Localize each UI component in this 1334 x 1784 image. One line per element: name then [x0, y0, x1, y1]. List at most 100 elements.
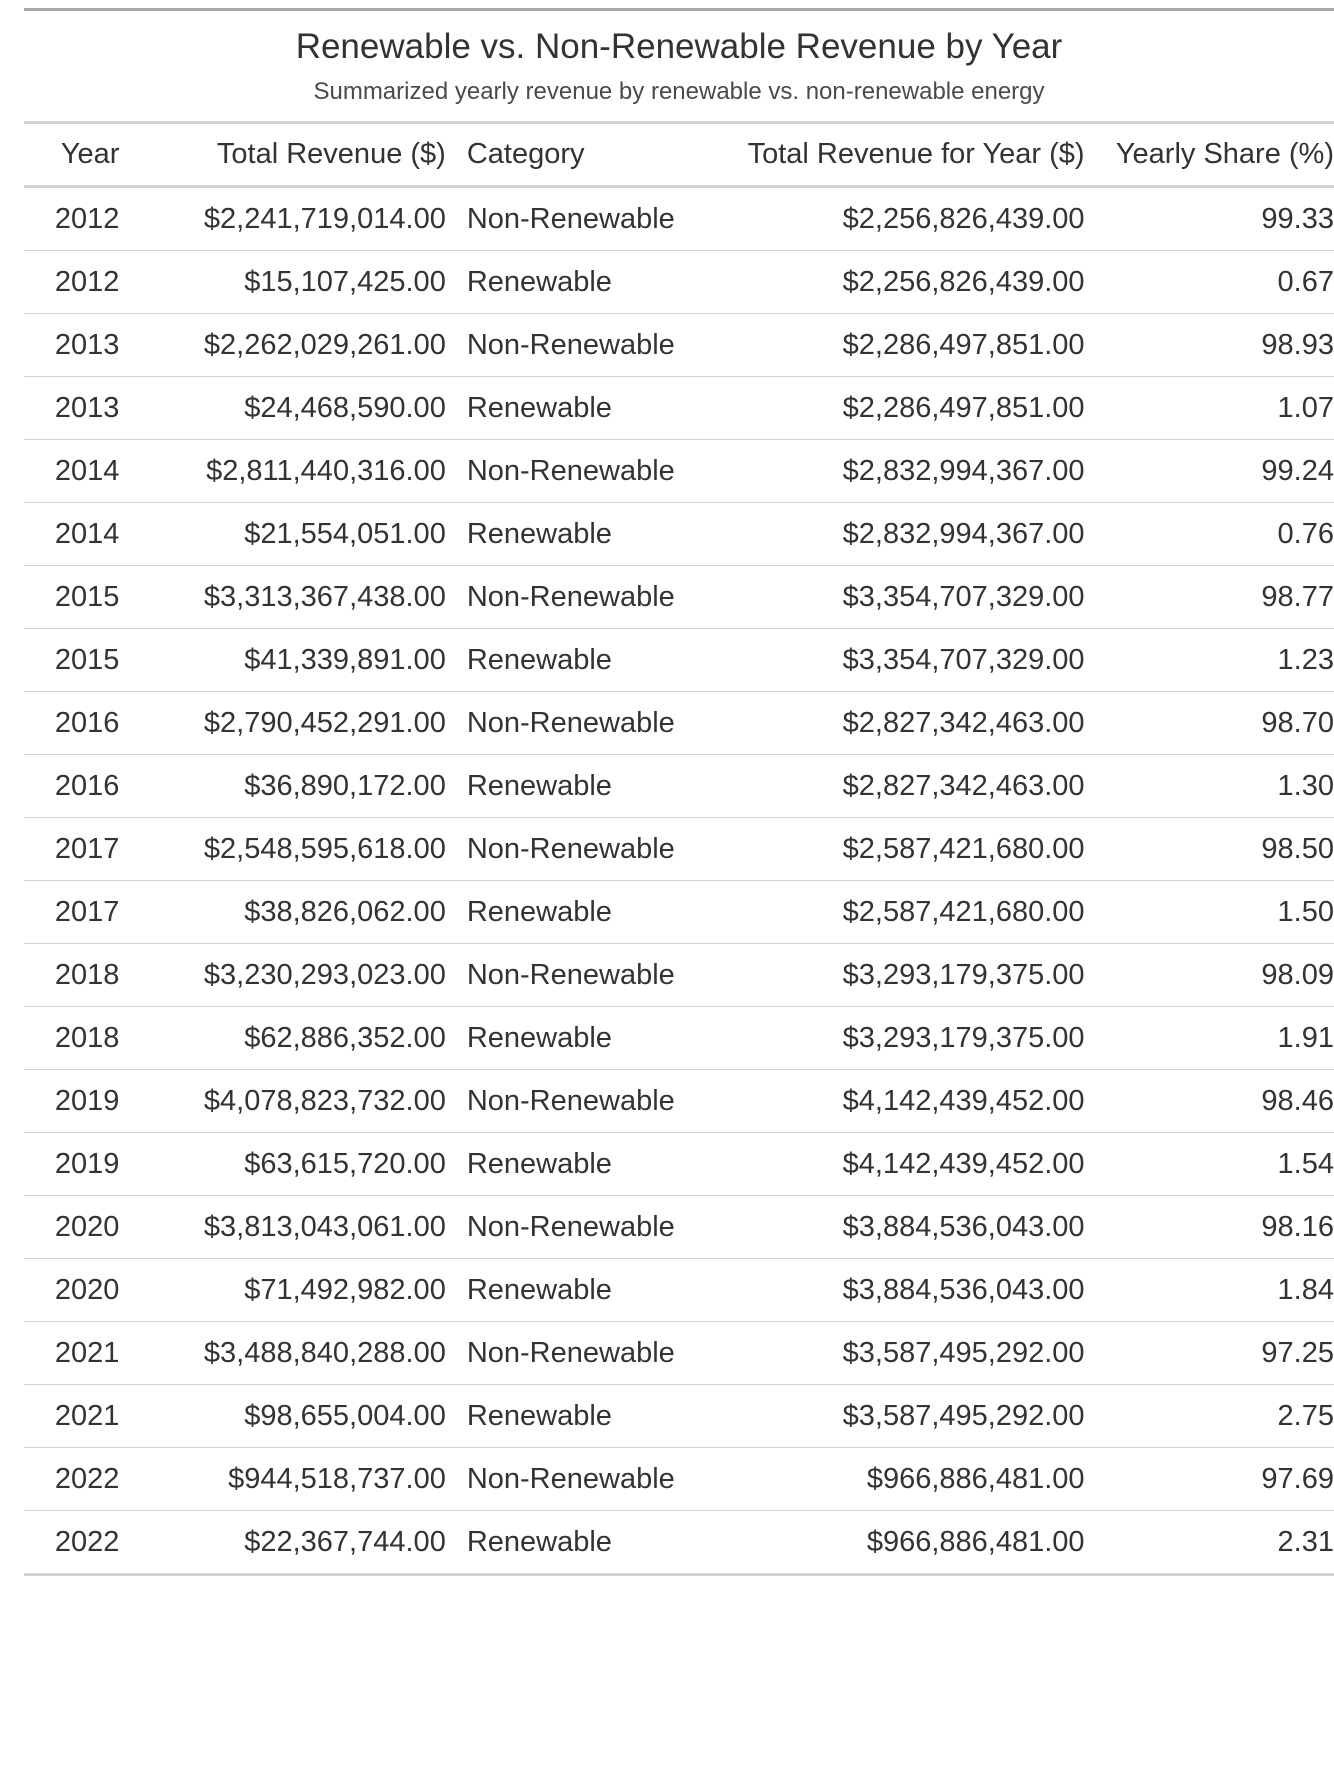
table-row: 2018 $3,230,293,023.00 Non-Renewable $3,293… — [24, 943, 1334, 1007]
cell-total-revenue-for-year: $2,827,342,463.00 — [734, 691, 1085, 755]
cell-total-revenue: $63,615,720.00 — [119, 1132, 446, 1196]
table-body: 2012 $2,241,719,014.00 Non-Renewable $2,256… — [24, 186, 1334, 1576]
cell-category: Renewable — [445, 1510, 735, 1576]
cell-total-revenue: $22,367,744.00 — [119, 1510, 446, 1576]
cell-total-revenue: $36,890,172.00 — [119, 754, 446, 818]
cell-yearly-share: 98.70 — [1084, 691, 1334, 755]
cell-category: Non-Renewable — [445, 565, 735, 629]
cell-total-revenue: $2,262,029,261.00 — [119, 313, 446, 377]
cell-year: 2022 — [24, 1510, 120, 1576]
cell-yearly-share: 99.33 — [1084, 186, 1334, 251]
cell-category: Renewable — [445, 1006, 735, 1070]
cell-yearly-share: 1.50 — [1084, 880, 1334, 944]
cell-total-revenue-for-year: $3,354,707,329.00 — [734, 628, 1085, 692]
top-rule — [24, 8, 1334, 11]
cell-total-revenue: $2,241,719,014.00 — [119, 186, 446, 251]
table-row: 2017 $38,826,062.00 Renewable $2,587,421,68… — [24, 880, 1334, 944]
table-row: 2017 $2,548,595,618.00 Non-Renewable $2,587… — [24, 817, 1334, 881]
cell-total-revenue: $3,230,293,023.00 — [119, 943, 446, 1007]
table-row: 2013 $24,468,590.00 Renewable $2,286,497,85… — [24, 376, 1334, 440]
cell-category: Renewable — [445, 1132, 735, 1196]
cell-yearly-share: 98.46 — [1084, 1069, 1334, 1133]
cell-category: Renewable — [445, 376, 735, 440]
table-row: 2015 $41,339,891.00 Renewable $3,354,707,32… — [24, 628, 1334, 692]
cell-total-revenue-for-year: $2,832,994,367.00 — [734, 439, 1085, 503]
column-header-total-revenue-for-year: Total Revenue for Year ($) — [747, 138, 1085, 170]
cell-yearly-share: 0.67 — [1084, 250, 1334, 314]
cell-year: 2017 — [24, 817, 120, 881]
table-row: 2014 $2,811,440,316.00 Non-Renewable $2,832… — [24, 439, 1334, 503]
cell-yearly-share: 1.07 — [1084, 376, 1334, 440]
cell-total-revenue: $41,339,891.00 — [119, 628, 446, 692]
table-row: 2021 $3,488,840,288.00 Non-Renewable $3,587… — [24, 1321, 1334, 1385]
cell-category: Renewable — [445, 1384, 735, 1448]
cell-total-revenue: $2,790,452,291.00 — [119, 691, 446, 755]
cell-total-revenue-for-year: $2,286,497,851.00 — [734, 376, 1085, 440]
cell-total-revenue-for-year: $2,832,994,367.00 — [734, 502, 1085, 566]
cell-year: 2014 — [24, 439, 120, 503]
cell-year: 2012 — [24, 186, 120, 251]
cell-category: Non-Renewable — [445, 1447, 735, 1511]
cell-yearly-share: 1.84 — [1084, 1258, 1334, 1322]
cell-yearly-share: 0.76 — [1084, 502, 1334, 566]
cell-category: Renewable — [445, 250, 735, 314]
cell-yearly-share: 2.31 — [1084, 1510, 1334, 1576]
cell-total-revenue: $3,488,840,288.00 — [119, 1321, 446, 1385]
cell-category: Non-Renewable — [445, 691, 735, 755]
revenue-table-figure: Renewable vs. Non-Renewable Revenue by Y… — [24, 0, 1334, 1576]
cell-year: 2013 — [24, 376, 120, 440]
cell-total-revenue-for-year: $3,884,536,043.00 — [734, 1258, 1085, 1322]
cell-yearly-share: 98.50 — [1084, 817, 1334, 881]
cell-category: Renewable — [445, 880, 735, 944]
table-row: 2013 $2,262,029,261.00 Non-Renewable $2,286… — [24, 313, 1334, 377]
cell-total-revenue: $2,548,595,618.00 — [119, 817, 446, 881]
cell-year: 2015 — [24, 628, 120, 692]
table-row: 2019 $63,615,720.00 Renewable $4,142,439,45… — [24, 1132, 1334, 1196]
cell-total-revenue-for-year: $966,886,481.00 — [734, 1447, 1085, 1511]
cell-year: 2021 — [24, 1321, 120, 1385]
cell-total-revenue-for-year: $3,884,536,043.00 — [734, 1195, 1085, 1259]
cell-total-revenue: $3,813,043,061.00 — [119, 1195, 446, 1259]
cell-total-revenue: $3,313,367,438.00 — [119, 565, 446, 629]
cell-year: 2022 — [24, 1447, 120, 1511]
cell-yearly-share: 1.54 — [1084, 1132, 1334, 1196]
cell-total-revenue: $15,107,425.00 — [119, 250, 446, 314]
table-row: 2018 $62,886,352.00 Renewable $3,293,179,37… — [24, 1006, 1334, 1070]
cell-total-revenue: $38,826,062.00 — [119, 880, 446, 944]
cell-year: 2019 — [24, 1069, 120, 1133]
cell-total-revenue: $62,886,352.00 — [119, 1006, 446, 1070]
cell-year: 2020 — [24, 1258, 120, 1322]
cell-year: 2016 — [24, 691, 120, 755]
cell-category: Renewable — [445, 754, 735, 818]
cell-category: Renewable — [445, 502, 735, 566]
table-header: Year Total Revenue ($) Category Total Re… — [24, 122, 1334, 187]
cell-yearly-share: 98.16 — [1084, 1195, 1334, 1259]
cell-year: 2017 — [24, 880, 120, 944]
table-row: 2016 $2,790,452,291.00 Non-Renewable $2,827… — [24, 691, 1334, 755]
cell-year: 2015 — [24, 565, 120, 629]
table-row: 2020 $71,492,982.00 Renewable $3,884,536,04… — [24, 1258, 1334, 1322]
cell-category: Non-Renewable — [445, 1321, 735, 1385]
table-row: 2020 $3,813,043,061.00 Non-Renewable $3,884… — [24, 1195, 1334, 1259]
column-header-category: Category — [466, 138, 585, 170]
cell-total-revenue: $98,655,004.00 — [119, 1384, 446, 1448]
cell-category: Renewable — [445, 628, 735, 692]
cell-total-revenue-for-year: $3,587,495,292.00 — [734, 1384, 1085, 1448]
cell-year: 2019 — [24, 1132, 120, 1196]
cell-category: Renewable — [445, 1258, 735, 1322]
table-row: 2022 $944,518,737.00 Non-Renewable $966,886… — [24, 1447, 1334, 1511]
table-row: 2022 $22,367,744.00 Renewable $966,886,481.… — [24, 1510, 1334, 1576]
table-row: 2012 $15,107,425.00 Renewable $2,256,826,43… — [24, 250, 1334, 314]
cell-total-revenue: $21,554,051.00 — [119, 502, 446, 566]
cell-category: Non-Renewable — [445, 439, 735, 503]
cell-category: Non-Renewable — [445, 1195, 735, 1259]
table-row: 2012 $2,241,719,014.00 Non-Renewable $2,256… — [24, 186, 1334, 251]
cell-total-revenue-for-year: $3,587,495,292.00 — [734, 1321, 1085, 1385]
cell-yearly-share: 2.75 — [1084, 1384, 1334, 1448]
column-header-year: Year — [60, 138, 120, 170]
cell-total-revenue-for-year: $2,256,826,439.00 — [734, 250, 1085, 314]
cell-yearly-share: 1.91 — [1084, 1006, 1334, 1070]
cell-yearly-share: 98.93 — [1084, 313, 1334, 377]
cell-year: 2021 — [24, 1384, 120, 1448]
column-header-total-revenue: Total Revenue ($) — [216, 138, 446, 170]
